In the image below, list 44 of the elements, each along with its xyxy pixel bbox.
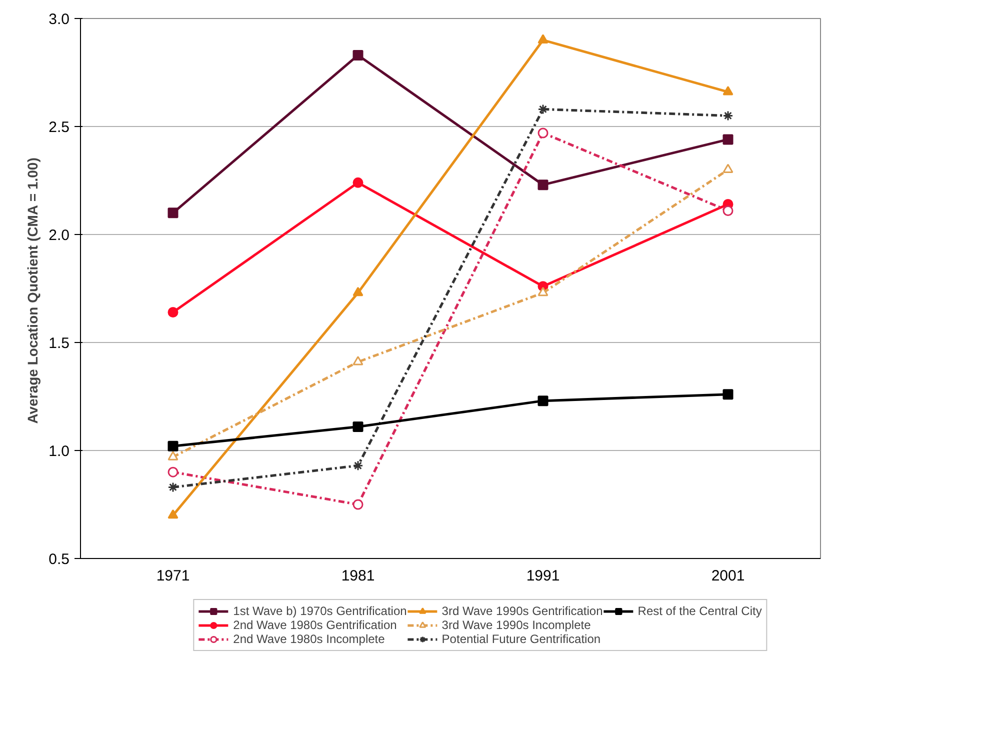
point <box>168 440 178 452</box>
point <box>538 104 548 114</box>
y-tick-label: 0.5 <box>48 551 70 568</box>
legend-label: 2nd Wave 1980s Gentrification <box>233 618 397 632</box>
point <box>168 208 178 218</box>
point <box>168 307 178 318</box>
point <box>722 110 734 121</box>
point <box>722 134 734 145</box>
point <box>352 50 364 60</box>
y-tick-label: 2.5 <box>48 119 70 136</box>
legend-label: 3rd Wave 1990s Gentrification <box>442 604 603 618</box>
y-tick-label: 3.0 <box>48 11 70 28</box>
point <box>168 509 178 519</box>
y-tick-label: 1.5 <box>48 335 70 352</box>
point <box>168 466 178 478</box>
point <box>722 164 734 174</box>
legend-label: 1st Wave b) 1970s Gentrification <box>233 604 407 618</box>
legend-label: Rest of the Central City <box>638 604 762 618</box>
point <box>538 34 548 44</box>
point <box>352 460 364 471</box>
point <box>538 128 548 138</box>
y-tick-label: 2.0 <box>48 227 70 244</box>
x-tick-label: 1991 <box>526 568 560 584</box>
legend-label: 3rd Wave 1990s Incomplete <box>442 618 591 632</box>
y-tick-label: 1.0 <box>48 443 70 460</box>
point <box>722 206 734 216</box>
x-tick-label: 2001 <box>711 568 745 584</box>
x-tick-label: 1981 <box>341 568 375 584</box>
point <box>352 286 364 296</box>
y-axis-title: Average Location Quotient (CMA = 1.00) <box>24 158 41 424</box>
point <box>352 421 364 432</box>
point <box>538 396 548 406</box>
point <box>352 177 364 188</box>
point <box>352 499 364 510</box>
x-tick-label: 1971 <box>156 568 190 584</box>
point <box>538 180 548 190</box>
point <box>168 451 178 460</box>
point <box>722 86 734 96</box>
legend-label: Potential Future Gentrification <box>442 632 601 646</box>
point <box>722 389 734 400</box>
point <box>538 286 548 296</box>
point <box>168 482 178 492</box>
legend-label: 2nd Wave 1980s Incomplete <box>233 632 385 646</box>
point <box>352 356 364 366</box>
